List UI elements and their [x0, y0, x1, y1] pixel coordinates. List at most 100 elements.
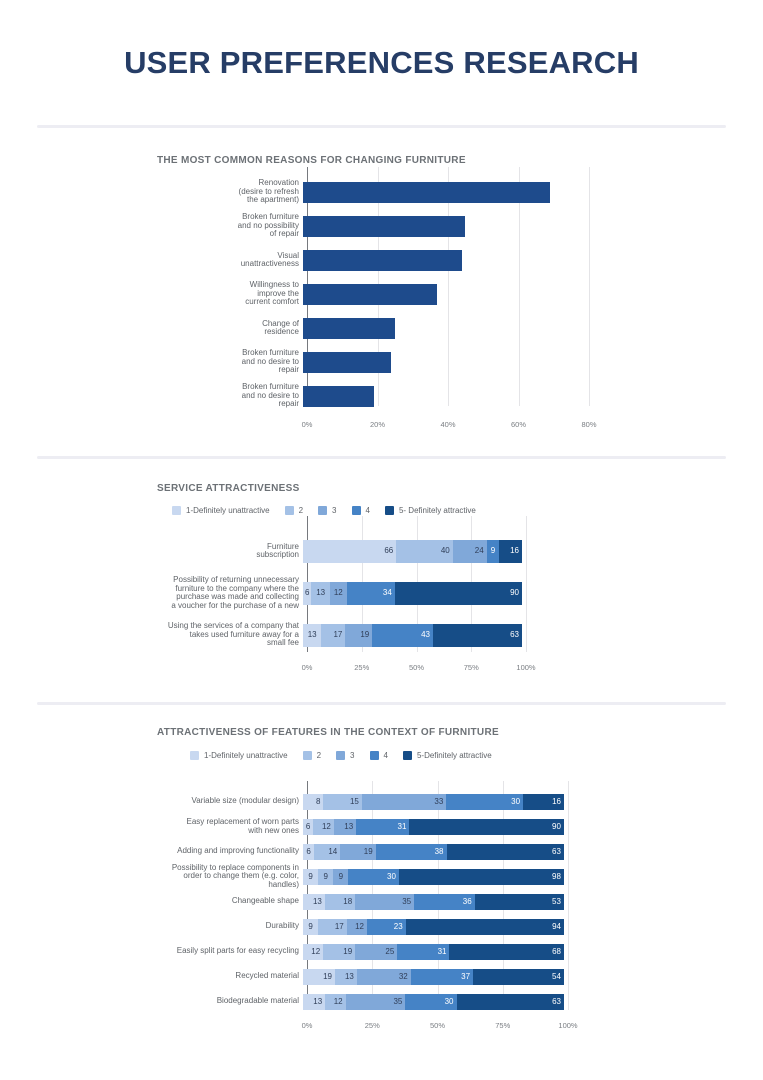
bar-zone: 9 17 12 23 94: [303, 914, 564, 939]
legend-swatch-scale-3: [318, 506, 328, 515]
bar-segment-scale-4: 31: [356, 818, 410, 835]
segment-value: 16: [510, 546, 519, 555]
value-bar: [303, 385, 374, 407]
chart-row: Changeable shape 13 18 35 36 53: [131, 889, 763, 914]
segment-value: 6: [305, 588, 310, 597]
legend-label: 3: [332, 506, 337, 515]
chart-legend: 1-Definitely unattractive 2 3 4 5-Definitely…: [190, 751, 763, 760]
bar-zone: 66 40 24 9 16: [303, 530, 522, 572]
x-axis: 0% 25% 50% 75% 100%: [131, 656, 763, 678]
segment-value: 12: [355, 921, 364, 931]
chart-row: Durability 9 17 12 23 94: [131, 914, 763, 939]
chart-plot-area: Variable size (modular design) 8 15 33 30 16 E…: [131, 781, 763, 1036]
legend-label: 4: [383, 751, 388, 760]
gridline: [448, 167, 449, 406]
segment-value: 12: [333, 996, 343, 1006]
bar-segment-scale-2: 40: [396, 539, 453, 563]
bar-segment-scale-1: 8: [303, 793, 324, 810]
bar-segment-scale-1: 6: [303, 581, 312, 605]
legend-label: 3: [350, 751, 355, 760]
row-label: Changeable shape: [231, 896, 299, 906]
segment-value: 19: [363, 846, 373, 856]
bar-segment-scale-2: 13: [311, 581, 330, 605]
segment-value: 9: [490, 546, 496, 555]
row-label: Broken furniture and no possibility of r…: [237, 212, 299, 239]
segment-value: 66: [384, 546, 394, 555]
bar-zone: [303, 311, 597, 345]
legend-label: 2: [316, 751, 322, 760]
legend-item: 4: [369, 751, 388, 760]
bar-segment-scale-3: 32: [356, 968, 411, 985]
bar-segment-scale-3: 13: [333, 818, 357, 835]
value-bar: [303, 351, 392, 373]
segment-value: 14: [328, 846, 338, 856]
value-bar: [303, 249, 462, 271]
stacked-bar: 9 17 12 23 94: [303, 918, 564, 935]
legend-item: 1-Definitely unattractive: [172, 506, 270, 515]
chart-row: Visual unattractiveness: [157, 243, 763, 277]
axis-tick-label: 100%: [558, 1021, 578, 1030]
chart-attractiveness-of-features: ATTRACTIVENESS OF FEATURES IN THE CONTEX…: [0, 727, 763, 1036]
segment-value: 33: [434, 796, 444, 806]
bar-segment-scale-4: 38: [375, 843, 447, 860]
segment-value: 98: [552, 871, 561, 881]
segment-value: 34: [382, 588, 392, 597]
bar-zone: 8 15 33 30 16: [303, 789, 564, 814]
segment-value: 63: [552, 996, 561, 1006]
row-label: Durability: [265, 921, 299, 931]
value-bar: [303, 215, 466, 237]
legend-item: 3: [318, 506, 337, 515]
segment-value: 9: [338, 871, 344, 881]
legend-swatch-scale-5: [384, 506, 394, 515]
bar-segment-scale-5: 63: [432, 623, 522, 647]
bar-segment-scale-4: 34: [346, 581, 395, 605]
stacked-bar: 13 17 19 43 63: [303, 623, 522, 647]
bar-segment-scale-2: 18: [324, 893, 356, 910]
chart-rows: Furniture subscription 66 40 24 9 16 Possibili…: [131, 530, 763, 656]
chart-row: Easily split parts for easy recycling 12 1…: [131, 939, 763, 964]
segment-value: 12: [321, 821, 331, 831]
bar-segment-scale-4: 30: [405, 993, 457, 1010]
legend-swatch-scale-3: [336, 751, 346, 760]
bar-segment-scale-5: 90: [394, 581, 522, 605]
bar-segment-scale-5: 90: [409, 818, 564, 835]
bar-segment-scale-3: 35: [345, 993, 406, 1010]
segment-value: 13: [312, 896, 322, 906]
stacked-bar: 6 14 19 38 63: [303, 843, 564, 860]
row-label: Willingness to improve the current comfo…: [245, 280, 299, 307]
segment-value: 31: [437, 946, 447, 956]
bar-segment-scale-4: 23: [366, 918, 406, 935]
axis-tick-label: 50%: [429, 1021, 446, 1030]
bar-segment-scale-4: 30: [446, 793, 524, 810]
bar-segment-scale-3: 33: [361, 793, 447, 810]
axis-tick-label: 0%: [301, 663, 313, 672]
segment-value: 12: [333, 588, 343, 597]
chart-service-attractiveness: SERVICE ATTRACTIVENESS 1-Definitely unat…: [0, 483, 763, 678]
bar-segment-scale-2: 12: [325, 993, 346, 1010]
bar-segment-scale-3: 24: [452, 539, 487, 563]
segment-value: 13: [344, 821, 354, 831]
bar-segment-scale-3: 19: [340, 843, 376, 860]
row-label: Possibility to replace components in ord…: [171, 862, 299, 889]
bar-segment-scale-4: 31: [397, 943, 450, 960]
chart-legend: 1-Definitely unattractive 2 3 4 5- Definitel…: [172, 506, 763, 515]
legend-item: 2: [284, 506, 303, 515]
chart-row: Broken furniture and no desire to repair: [157, 379, 763, 413]
segment-value: 15: [349, 796, 359, 806]
chart-title: THE MOST COMMON REASONS FOR CHANGING FUR…: [157, 155, 466, 166]
segment-value: 36: [462, 896, 472, 906]
chart-rows: Variable size (modular design) 8 15 33 30 16 E…: [131, 789, 763, 1014]
axis-tick-label: 80%: [581, 420, 597, 429]
bar-segment-scale-2: 15: [323, 793, 362, 810]
bar-segment-scale-4: 30: [348, 868, 399, 885]
chart-row: Broken furniture and no possibility of r…: [157, 209, 763, 243]
segment-value: 9: [308, 871, 313, 881]
bar-segment-scale-5: 63: [456, 993, 564, 1010]
stacked-bar: 19 13 32 37 54: [303, 968, 564, 985]
bar-segment-scale-4: 36: [414, 893, 475, 910]
bar-segment-scale-3: 9: [333, 868, 349, 885]
segment-value: 35: [402, 896, 412, 906]
bar-segment-scale-5: 63: [446, 843, 564, 860]
section-divider: [37, 456, 726, 459]
stacked-bar: 13 12 35 30 63: [303, 993, 564, 1010]
